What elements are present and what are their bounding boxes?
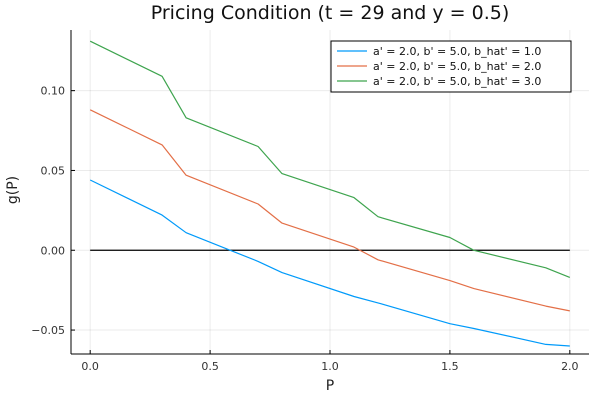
legend: a' = 2.0, b' = 5.0, b_hat' = 1.0 a' = 2.0… xyxy=(330,40,572,93)
series-group xyxy=(89,40,571,347)
y-tick-label-3: 0.10 xyxy=(41,85,66,98)
x-axis-label: P xyxy=(326,378,334,394)
series-line-2 xyxy=(89,109,570,312)
series-line-1 xyxy=(89,179,570,347)
legend-label-1: a' = 2.0, b' = 5.0, b_hat' = 1.0 xyxy=(373,45,541,58)
y-tick-label-2: 0.05 xyxy=(41,164,66,177)
series-line-3 xyxy=(89,40,571,278)
legend-box xyxy=(330,40,572,93)
legend-label-2: a' = 2.0, b' = 5.0, b_hat' = 2.0 xyxy=(373,60,541,73)
y-tick-label-1: 0.00 xyxy=(41,244,66,257)
chart-title: Pricing Condition (t = 29 and y = 0.5) xyxy=(151,2,510,24)
x-tick-label-1: 0.5 xyxy=(201,360,219,373)
y-axis-label: g(P) xyxy=(5,176,21,204)
axes xyxy=(70,30,589,355)
x-tick-label-3: 1.5 xyxy=(441,360,459,373)
x-tick-label-4: 2.0 xyxy=(561,360,579,373)
legend-label-3: a' = 2.0, b' = 5.0, b_hat' = 3.0 xyxy=(373,75,541,88)
x-tick-label-2: 1.0 xyxy=(321,360,339,373)
x-tick-label-0: 0.0 xyxy=(81,360,99,373)
tick-labels: 0.0 0.5 1.0 1.5 2.0 −0.05 0.00 0.05 0.10 xyxy=(31,85,578,373)
y-tick-label-0: −0.05 xyxy=(31,324,65,337)
